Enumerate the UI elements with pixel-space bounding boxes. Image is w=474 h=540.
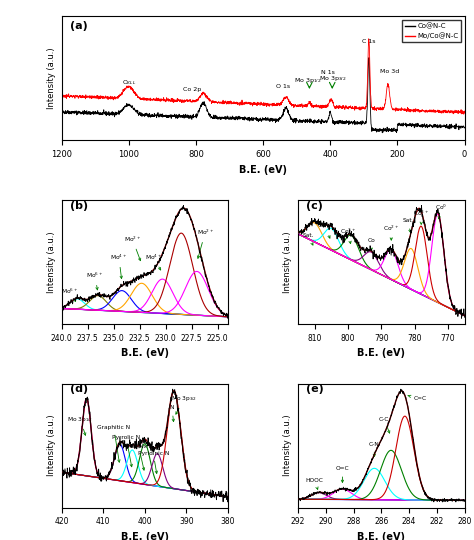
Text: (e): (e): [306, 384, 324, 394]
Text: Pyridinic N: Pyridinic N: [137, 450, 169, 474]
Text: N: N: [170, 406, 174, 422]
X-axis label: B.E. (eV): B.E. (eV): [121, 348, 169, 358]
Text: Co$^{2+}$: Co$^{2+}$: [383, 223, 400, 240]
Text: HOOC: HOOC: [306, 478, 324, 489]
Text: Sat.: Sat.: [402, 218, 414, 232]
Text: C-N: C-N: [369, 442, 380, 456]
Text: O=C: O=C: [336, 467, 349, 482]
Text: Mo 3p$_{3/2}$: Mo 3p$_{3/2}$: [172, 395, 198, 414]
X-axis label: B.E. (eV): B.E. (eV): [239, 165, 287, 174]
Text: Mo 3p$_{3/2}$: Mo 3p$_{3/2}$: [319, 75, 346, 83]
X-axis label: B.E. (eV): B.E. (eV): [357, 532, 405, 540]
Text: Graphitic N: Graphitic N: [97, 424, 130, 462]
Text: Co-Nx: Co-Nx: [129, 444, 147, 470]
Text: Pyrrolic N: Pyrrolic N: [112, 435, 140, 467]
Legend: Co@N-C, Mo/Co@N-C: Co@N-C, Mo/Co@N-C: [402, 19, 461, 42]
Text: Mo 3d: Mo 3d: [380, 69, 400, 73]
Text: O$_{KLL}$: O$_{KLL}$: [121, 78, 136, 87]
X-axis label: B.E. (eV): B.E. (eV): [357, 348, 405, 358]
Text: Mo$^{4+}$: Mo$^{4+}$: [110, 253, 128, 279]
Text: Sat.: Sat.: [302, 233, 314, 245]
Text: (d): (d): [70, 384, 88, 394]
Text: Mo$^{2+}$: Mo$^{2+}$: [197, 228, 214, 258]
Text: (b): (b): [70, 200, 88, 211]
Text: Co$^{2+}$: Co$^{2+}$: [317, 221, 333, 238]
Y-axis label: Intensity (a.u.): Intensity (a.u.): [47, 415, 56, 476]
Text: Mo$^{4+}$: Mo$^{4+}$: [145, 253, 162, 270]
Text: (c): (c): [306, 200, 323, 211]
Text: N 1s: N 1s: [320, 70, 335, 75]
Text: (a): (a): [70, 21, 87, 31]
Text: Co: Co: [367, 238, 375, 251]
Text: Co$^{0}$: Co$^{0}$: [435, 203, 447, 219]
X-axis label: B.E. (eV): B.E. (eV): [121, 532, 169, 540]
Text: Co$^{3+}$: Co$^{3+}$: [413, 208, 429, 224]
Text: O 1s: O 1s: [276, 84, 290, 89]
Text: C-C: C-C: [379, 417, 390, 433]
Text: Mo 3p$_{1/2}$: Mo 3p$_{1/2}$: [294, 76, 321, 85]
Y-axis label: Intensity (a.u.): Intensity (a.u.): [283, 231, 292, 293]
Y-axis label: Intensity (a.u.): Intensity (a.u.): [47, 231, 56, 293]
Text: C 1s: C 1s: [362, 38, 375, 44]
Text: Mo 3p$_{1/2}$: Mo 3p$_{1/2}$: [67, 415, 93, 435]
Text: Co$^{3+}$: Co$^{3+}$: [340, 227, 356, 244]
Text: Co 2p: Co 2p: [183, 86, 202, 92]
Y-axis label: Intensity (a.u.): Intensity (a.u.): [47, 48, 56, 109]
Y-axis label: Intensity (a.u.): Intensity (a.u.): [283, 415, 292, 476]
Text: Mo$^{2+}$: Mo$^{2+}$: [124, 234, 141, 261]
Text: C=C: C=C: [408, 395, 427, 401]
Text: Mo$^{6+}$: Mo$^{6+}$: [86, 271, 103, 290]
Text: Mo$^{6+}$: Mo$^{6+}$: [61, 286, 79, 301]
